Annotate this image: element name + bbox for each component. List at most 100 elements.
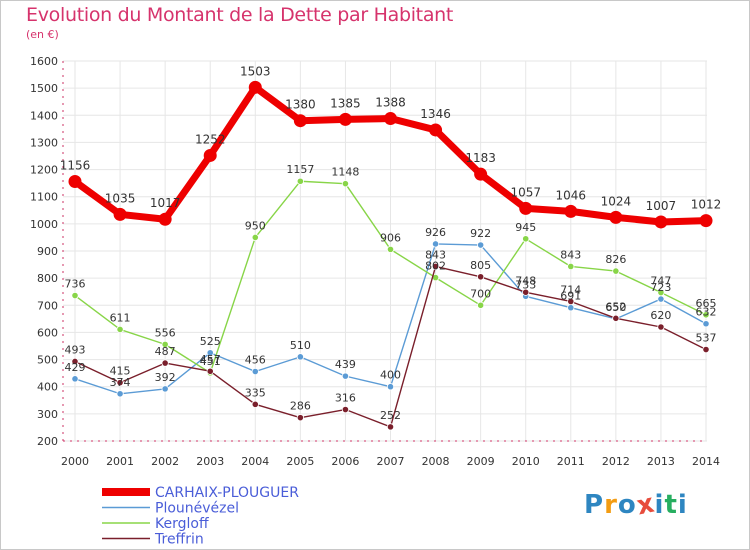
data-point <box>206 367 214 375</box>
data-point <box>567 262 575 271</box>
data-label: 510 <box>290 339 311 352</box>
data-label: 1157 <box>286 163 314 176</box>
data-label: 252 <box>380 409 401 422</box>
chart-title: Evolution du Montant de la Dette par Hab… <box>26 4 454 26</box>
y-tick-label: 700 <box>37 299 58 312</box>
data-label: 457 <box>200 353 221 366</box>
data-point <box>68 175 82 189</box>
x-tick-label: 2012 <box>602 455 630 468</box>
data-label: 665 <box>696 297 717 310</box>
data-label: 1024 <box>601 194 632 208</box>
data-point <box>612 267 620 275</box>
data-point <box>296 353 304 361</box>
data-label: 926 <box>425 226 446 239</box>
x-tick-label: 2003 <box>196 455 224 468</box>
data-point <box>567 297 575 306</box>
y-tick-label: 1100 <box>30 191 58 204</box>
data-label: 1385 <box>330 96 361 110</box>
y-tick-label: 300 <box>37 408 58 421</box>
logo-letter: r <box>604 490 618 520</box>
legend-label-2: Kergloff <box>155 516 209 532</box>
data-label: 1035 <box>105 191 136 205</box>
data-label: 691 <box>560 290 581 303</box>
x-tick-label: 2006 <box>331 455 359 468</box>
data-label: 1156 <box>60 159 91 173</box>
data-label: 525 <box>200 335 221 348</box>
data-point <box>116 379 124 387</box>
logo-letter: o <box>617 490 637 520</box>
data-point <box>203 148 217 162</box>
y-tick-label: 1600 <box>30 55 58 68</box>
data-point <box>71 375 79 383</box>
data-label: 650 <box>605 301 626 314</box>
data-point <box>116 325 124 334</box>
data-point <box>251 233 259 242</box>
legend-label-3: Treffrin <box>154 532 204 548</box>
data-label: 392 <box>155 371 176 384</box>
data-point <box>386 383 395 391</box>
data-label: 316 <box>335 392 356 405</box>
data-label: 493 <box>65 343 86 356</box>
data-point <box>251 367 259 376</box>
data-point <box>702 311 710 319</box>
data-point <box>522 288 530 296</box>
data-label: 1380 <box>285 98 316 112</box>
data-label: 439 <box>335 358 356 371</box>
data-label: 700 <box>470 287 491 300</box>
data-label: 286 <box>290 400 311 413</box>
y-tick-label: 1300 <box>30 136 58 149</box>
data-label: 374 <box>110 376 131 389</box>
y-tick-label: 1500 <box>30 82 58 95</box>
data-point <box>567 304 575 312</box>
data-point <box>248 80 262 94</box>
y-tick-label: 200 <box>37 435 58 448</box>
chart-unit: (en €) <box>26 28 59 41</box>
data-point <box>384 112 397 126</box>
data-point <box>699 214 713 228</box>
data-point <box>158 212 172 226</box>
data-label: 487 <box>155 345 176 358</box>
x-tick-label: 2002 <box>151 455 179 468</box>
data-point <box>161 340 169 348</box>
data-point <box>431 240 440 248</box>
data-point <box>477 301 485 309</box>
y-tick-label: 1200 <box>30 164 58 177</box>
data-point <box>71 291 79 300</box>
y-tick-label: 600 <box>37 326 58 339</box>
data-label: 747 <box>650 275 671 288</box>
x-tick-label: 2011 <box>557 455 585 468</box>
x-tick-label: 2000 <box>61 455 89 468</box>
data-point <box>341 180 350 188</box>
data-point <box>654 215 668 229</box>
x-tick-label: 2010 <box>512 455 540 468</box>
data-label: 400 <box>380 369 401 382</box>
data-label: 1252 <box>195 132 226 146</box>
data-point <box>386 245 395 253</box>
data-label: 843 <box>425 248 446 261</box>
data-point <box>341 372 350 380</box>
data-label: 620 <box>650 309 671 322</box>
data-label: 1046 <box>556 188 587 202</box>
x-tick-label: 2004 <box>241 455 269 468</box>
y-tick-label: 500 <box>37 354 58 367</box>
data-point <box>522 235 530 243</box>
data-label: 1057 <box>510 185 541 199</box>
data-point <box>609 210 623 224</box>
data-point <box>296 414 304 422</box>
data-label: 1183 <box>465 151 496 165</box>
y-tick-label: 800 <box>37 272 58 285</box>
data-point <box>161 359 169 367</box>
data-label: 922 <box>470 227 491 240</box>
data-label: 714 <box>560 283 581 296</box>
y-tick-label: 900 <box>37 245 58 258</box>
data-point <box>657 295 665 303</box>
data-point <box>386 423 395 431</box>
data-label: 632 <box>696 306 717 319</box>
data-point <box>431 262 440 271</box>
data-label: 733 <box>515 278 536 291</box>
y-tick-label: 400 <box>37 381 58 394</box>
x-tick-label: 2014 <box>692 455 720 468</box>
data-point <box>116 390 124 398</box>
data-label: 556 <box>155 326 176 339</box>
